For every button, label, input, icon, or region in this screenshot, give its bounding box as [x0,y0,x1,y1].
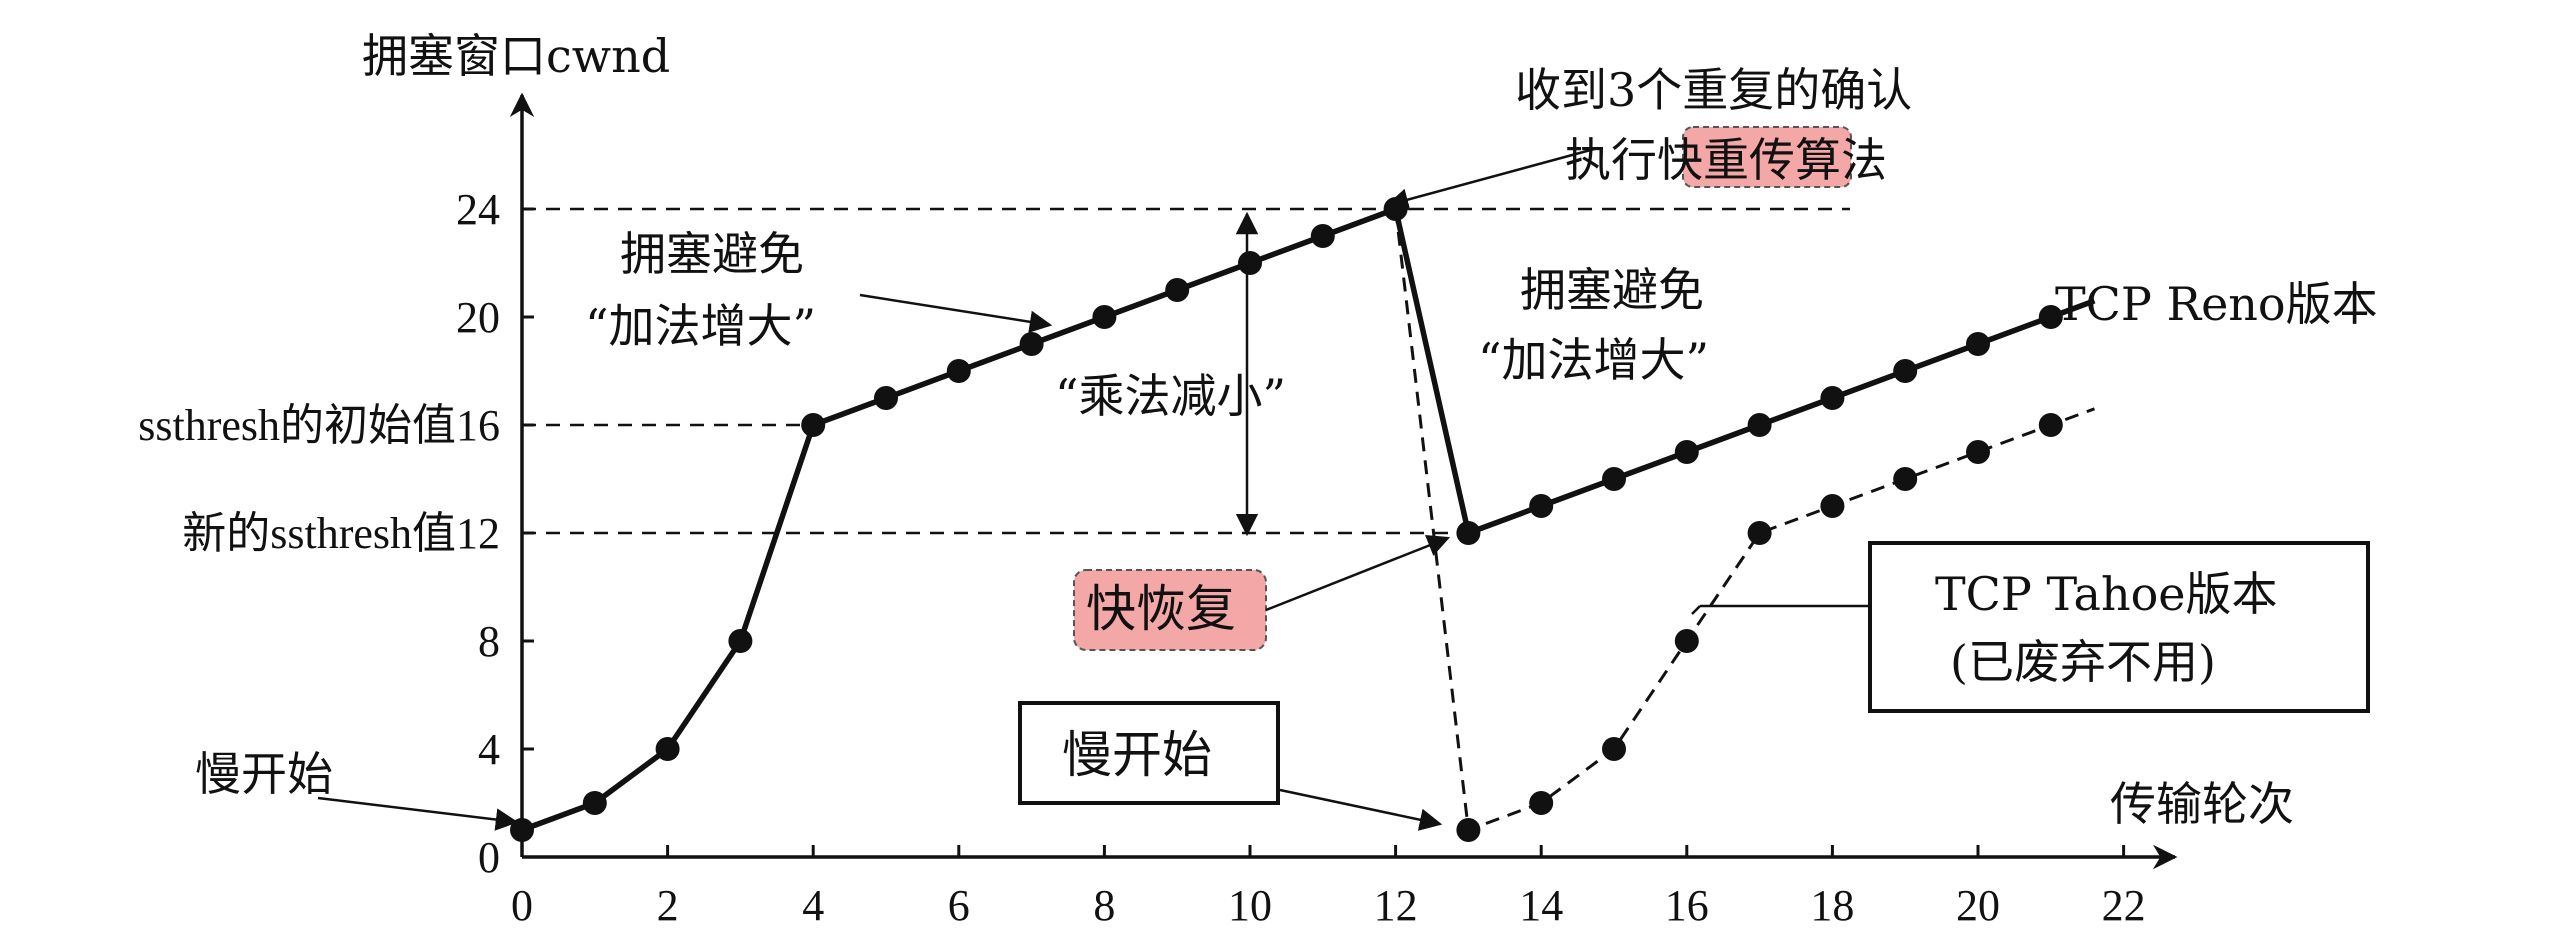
annotation-fast-recovery: 快恢复 [1086,580,1236,638]
y-tick-label: 24 [456,185,500,234]
data-point-reno [946,359,971,383]
y-tick-label: 4 [478,725,500,774]
y-axis-label: 拥塞窗口cwnd [362,29,670,83]
data-point-reno [1747,413,1772,437]
data-point-tahoe [2038,413,2063,437]
data-point-tahoe [1820,494,1845,518]
y-tick-label: 新的ssthresh值12 [182,509,500,558]
data-point-reno [1310,224,1335,248]
data-point-reno [728,629,753,653]
data-point-reno [1820,386,1845,410]
arrow-tahoe-diag [1691,605,1701,615]
x-tick-label: 2 [657,881,679,930]
data-point-reno [1602,467,1626,491]
arrow-ca1 [859,293,1053,333]
data-point-tahoe [1456,818,1481,842]
arrow-dup-ack [1385,146,1599,211]
label-tahoe-line2: (已废弃不用) [1950,635,2216,689]
x-tick-label: 14 [1519,881,1563,930]
y-tick-label: 20 [456,293,500,342]
data-point-reno [874,386,898,410]
annotation-ca2-line1: 拥塞避免 [1520,263,1704,317]
data-point-reno [1456,521,1481,545]
arrow-slow-start-box [1279,788,1443,831]
tahoe-box [1868,541,2370,713]
data-point-reno [1238,251,1262,275]
x-axis-label: 传输轮次 [2110,777,2294,831]
x-tick-label: 22 [2102,881,2146,930]
data-point-tahoe [1747,521,1772,545]
slow-start-box [1018,701,1280,805]
x-tick-label: 20 [1956,881,2000,930]
data-point-reno [1019,332,1044,356]
y-tick-label: ssthresh的初始值16 [138,401,500,450]
y-tick-group: 0 4 8 20 24 ssthresh的初始值16 新的ssthresh值12 [138,185,534,882]
data-point-reno [801,413,826,437]
x-tick-group: 0 2 4 6 8 10 12 14 16 18 20 22 [511,845,2146,930]
series-line-tahoe [1394,208,2096,833]
data-point-reno [1966,332,1990,356]
dup-ack-pre: 执行 [1565,133,1657,187]
data-point-tahoe [1529,791,1554,815]
annotation-slow-start-left: 慢开始 [195,747,333,801]
dup-ack-hl: 快重传 [1657,133,1795,187]
data-point-reno [1674,440,1699,464]
data-point-reno [1165,278,1190,302]
annotation-md: “乘法减小” [1055,369,1286,423]
dup-ack-post: 算法 [1795,133,1887,187]
data-point-tahoe [1893,467,1918,491]
data-point-reno [1529,494,1554,518]
annotation-slow-start-box: 慢开始 [1062,726,1212,784]
y-tick-label: 8 [478,617,500,666]
data-point-reno [1092,305,1117,329]
annotation-ca1-line1: 拥塞避免 [620,227,804,281]
label-reno: TCP Reno版本 [2055,277,2378,331]
x-tick-label: 16 [1665,881,1709,930]
data-point-tahoe [1674,629,1699,653]
x-tick-label: 0 [511,881,533,930]
x-tick-label: 6 [948,881,970,930]
data-point-reno [655,737,680,761]
annotation-dup-ack-line2: 执行快重传算法 [1565,133,1887,187]
data-point-reno [2038,305,2063,329]
highlight-fast-retransmit [1682,126,1852,188]
data-point-tahoe [1602,737,1626,761]
annotation-dup-ack-line1: 收到3个重复的确认 [1515,63,1912,117]
x-tick-label: 12 [1374,881,1418,930]
series-points-tahoe [1456,413,2063,842]
data-point-reno [1893,359,1918,383]
series-points-reno [510,197,2063,842]
annotation-ca1-line2: “加法增大” [585,299,816,353]
x-tick-label: 8 [1093,881,1115,930]
x-tick-label: 10 [1228,881,1272,930]
y-tick-label: 0 [478,833,500,882]
data-point-tahoe [1966,440,1990,464]
data-point-reno [582,791,607,815]
label-tahoe-line1: TCP Tahoe版本 [1935,567,2278,621]
annotation-ca2-line2: “加法增大” [1478,333,1709,387]
arrow-slow-start-left [317,796,519,831]
x-tick-label: 18 [1810,881,1854,930]
arrow-fast-recovery [1265,534,1451,612]
x-tick-label: 4 [802,881,824,930]
